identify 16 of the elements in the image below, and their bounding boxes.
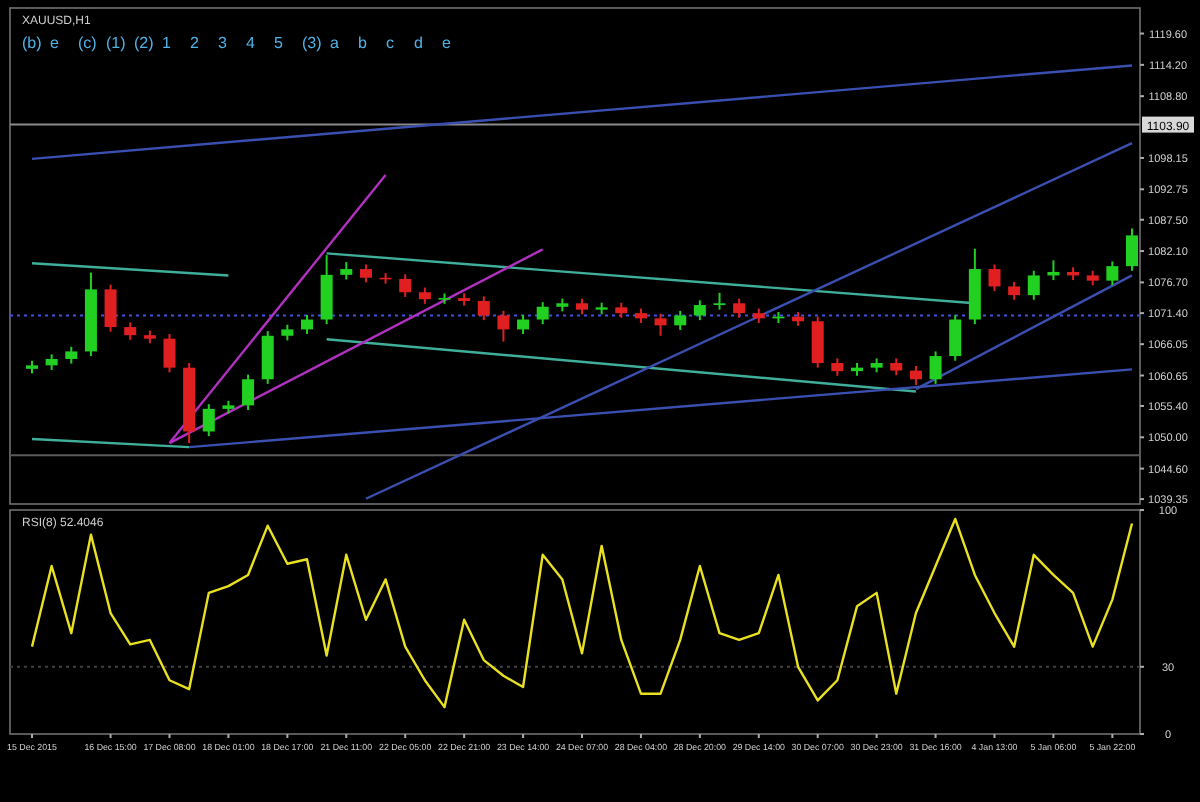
annotation: 5 (274, 34, 284, 52)
annotation: a (330, 34, 340, 52)
annotation: (2) (134, 34, 155, 52)
annotation: e (442, 34, 452, 52)
annotation: b (358, 34, 368, 52)
annotation: (b) (22, 34, 43, 52)
annotation: c (386, 34, 394, 52)
annotation: 3 (218, 34, 228, 52)
annotation: 4 (246, 34, 256, 52)
annotation: e (50, 34, 60, 52)
annotation: 2 (190, 34, 200, 52)
annotation: (1) (106, 34, 127, 52)
annotation: (c) (78, 34, 98, 52)
annotation: (3) (302, 34, 323, 52)
annotation: 1 (162, 34, 172, 52)
annotation: d (414, 34, 423, 52)
